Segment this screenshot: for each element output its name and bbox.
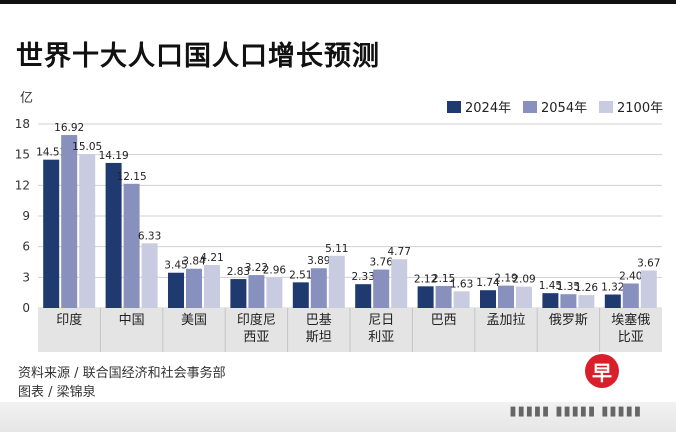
bar [204, 264, 220, 308]
image-viewer-toolbar [0, 402, 676, 432]
bar [391, 259, 408, 308]
bar [622, 283, 639, 308]
bar-value-label: 1.74 [476, 277, 500, 289]
x-tick-label: 尼日 [368, 313, 394, 328]
bar [141, 243, 158, 308]
chart-area: 亿 0 3 6 9 12 15 18 2024年 2054年 2100年 14.51 16.92 15.0… [0, 90, 676, 362]
bar-value-label: 2.15 [432, 273, 455, 285]
bar [542, 293, 559, 308]
zaobao-logo-icon: 早 [585, 354, 619, 388]
x-tick-label: 斯坦 [306, 330, 332, 345]
y-tick-label: 6 [22, 240, 30, 254]
bar-value-label: 2.33 [352, 271, 375, 283]
bar [498, 285, 514, 308]
bar-value-label: 14.51 [36, 147, 66, 159]
toolbar-icons: ▮▮▮▮▮ ▮▮▮▮▮ ▮▮▮▮▮ [509, 404, 642, 419]
x-tick-label: 印度 [56, 312, 82, 328]
bar [453, 291, 470, 308]
y-tick-label: 18 [15, 117, 30, 131]
page-title: 世界十大人口国人口增长预测 [16, 41, 380, 72]
source-notes: 资料来源 / 联合国经济和社会事务部 图表 / 梁锦泉 [18, 364, 226, 402]
bar [61, 135, 78, 308]
x-tick-label: 巴西 [431, 313, 457, 328]
bar [417, 286, 434, 308]
x-tick-label: 中国 [119, 313, 145, 328]
source-text: 资料来源 / 联合国经济和社会事务部 [18, 366, 226, 381]
bar [248, 275, 265, 308]
bar [480, 290, 496, 308]
bar-value-label: 15.05 [72, 141, 102, 153]
bar-value-label: 3.84 [182, 256, 206, 268]
bar-value-label: 2.83 [227, 266, 250, 278]
x-tick-label: 印度尼 [237, 312, 276, 328]
y-tick-label: 15 [15, 148, 30, 162]
legend-swatch [523, 101, 537, 113]
bar [168, 272, 184, 308]
bar-value-label: 2.40 [619, 270, 642, 282]
bar [560, 294, 577, 308]
x-tick-label: 利亚 [368, 330, 394, 345]
bar [123, 183, 140, 308]
bar-value-label: 2.96 [263, 265, 287, 277]
bar [292, 282, 309, 308]
bar-value-label: 3.45 [164, 260, 187, 272]
bar [266, 277, 283, 308]
legend-label: 2100年 [617, 101, 663, 116]
bar [43, 159, 60, 308]
bar [516, 286, 532, 308]
y-tick-label: 9 [22, 209, 30, 223]
x-tick-label: 孟加拉 [486, 313, 525, 328]
bar [230, 279, 247, 308]
bar-value-label: 3.76 [370, 257, 394, 269]
top-border [0, 0, 676, 4]
bar-chart: 亿 0 3 6 9 12 15 18 2024年 2054年 2100年 14.51 16.92 15.0… [15, 91, 663, 352]
bar-value-label: 3.22 [245, 262, 268, 274]
bar-value-label: 14.19 [99, 150, 129, 162]
bar [328, 255, 345, 308]
y-tick-label: 12 [15, 178, 30, 192]
bar-value-label: 1.45 [539, 280, 562, 292]
bar-value-label: 5.11 [325, 243, 348, 255]
legend-label: 2024年 [465, 101, 511, 116]
bar-value-label: 2.12 [414, 273, 437, 285]
bar-value-label: 2.51 [289, 269, 312, 281]
bar-value-label: 4.21 [200, 252, 223, 264]
bar [640, 270, 657, 308]
bar [310, 268, 327, 308]
bar-value-label: 16.92 [54, 122, 84, 134]
bar-value-label: 6.33 [138, 230, 161, 242]
bar [373, 269, 390, 308]
bar-value-label: 1.26 [575, 282, 599, 294]
legend-swatch [599, 101, 613, 113]
legend-label: 2054年 [541, 101, 587, 116]
bar-value-label: 4.77 [388, 246, 411, 258]
bar [604, 294, 621, 308]
bar [435, 286, 452, 308]
bar-value-label: 3.89 [307, 255, 330, 267]
y-axis-label: 亿 [20, 91, 33, 106]
bar [186, 268, 202, 308]
bar-value-label: 3.67 [637, 257, 660, 269]
credit-text: 图表 / 梁锦泉 [18, 385, 96, 400]
x-tick-label: 埃塞俄 [611, 312, 650, 328]
x-tick-label: 俄罗斯 [549, 313, 588, 328]
bar-value-label: 2.09 [512, 274, 535, 286]
x-tick-label: 西亚 [243, 330, 269, 345]
bar [79, 154, 96, 308]
bar-value-label: 1.32 [601, 282, 624, 294]
bar [578, 295, 595, 308]
y-tick-label: 3 [22, 270, 30, 284]
bar-value-label: 1.63 [450, 278, 473, 290]
bar-value-label: 12.15 [117, 171, 147, 183]
legend-swatch [447, 101, 461, 113]
y-tick-label: 0 [22, 301, 30, 315]
bar-value-label: 2.19 [494, 273, 517, 285]
bar [355, 284, 372, 308]
x-tick-label: 比亚 [618, 330, 644, 345]
x-tick-label: 巴基 [306, 313, 332, 328]
bar [105, 162, 122, 308]
bar-value-label: 1.35 [557, 281, 580, 293]
x-tick-label: 美国 [181, 313, 207, 328]
